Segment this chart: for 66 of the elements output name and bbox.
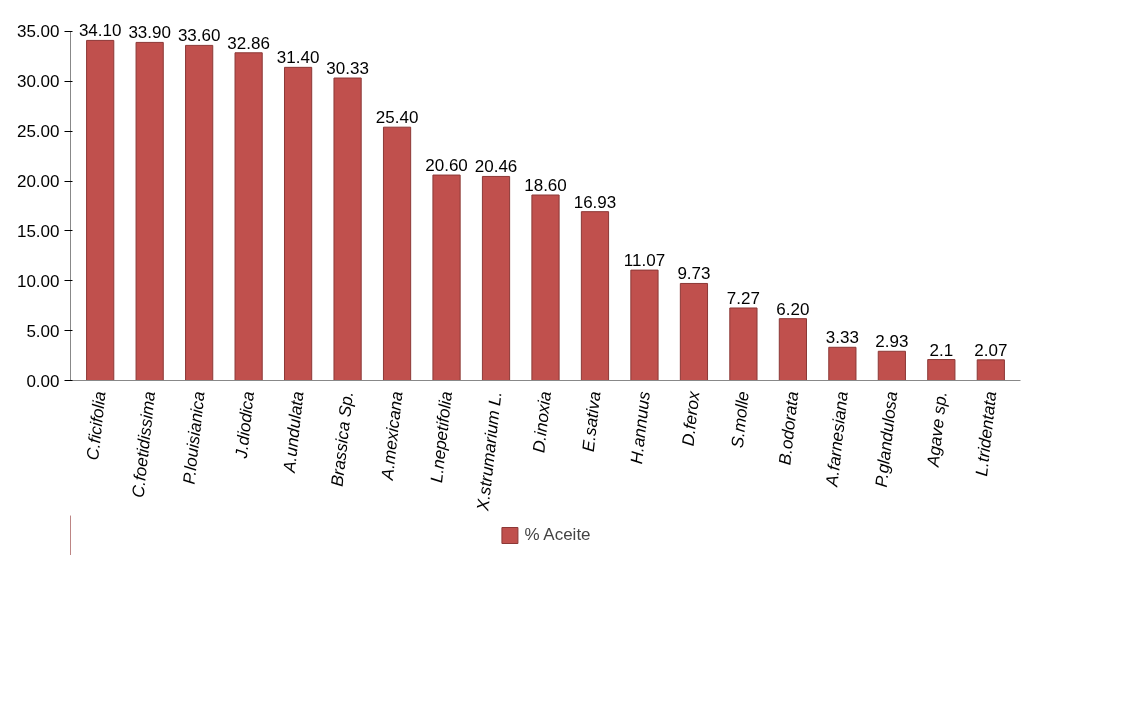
x-tick-label: J.diodica: [231, 390, 259, 461]
data-label: 7.27: [726, 289, 760, 308]
bar: [481, 175, 511, 381]
bar: [86, 39, 115, 381]
bar: [630, 269, 659, 381]
x-tick-label: E.sativa: [578, 390, 605, 453]
bar: [531, 194, 560, 381]
x-tick-label: L.tridentata: [972, 390, 1001, 478]
data-label: 9.73: [677, 264, 711, 284]
x-tick-label: P.glandulosa: [871, 390, 902, 489]
x-tick-label: Brassica Sp.: [327, 390, 358, 488]
bar: [333, 77, 362, 381]
bar: [877, 350, 906, 381]
data-label: 34.10: [78, 21, 122, 41]
data-label: 2.93: [875, 332, 909, 352]
x-tick-label: C.foetidissima: [128, 390, 160, 499]
y-tick-label: 5.00: [26, 321, 60, 341]
data-label: 3.33: [825, 328, 859, 348]
data-label: 20.46: [474, 157, 518, 177]
bar: [284, 66, 313, 381]
data-label: 25.40: [375, 108, 419, 128]
data-label: 2.1: [929, 340, 954, 360]
data-label: 20.60: [425, 156, 468, 176]
x-tick-label: L.nepetifolia: [427, 390, 456, 484]
data-label: 11.07: [623, 251, 666, 271]
y-tick-label: 25.00: [16, 122, 60, 142]
data-label: 32.86: [227, 33, 270, 53]
data-label: 6.20: [776, 299, 810, 319]
x-tick-label: A.farnesiana: [822, 390, 852, 489]
legend-label: % Aceite: [524, 525, 591, 545]
bar: [927, 359, 956, 381]
y-tick-label: 20.00: [16, 172, 60, 192]
bar: [135, 41, 164, 381]
y-tick-label: 10.00: [16, 271, 60, 291]
bar: [679, 282, 709, 381]
bar: [580, 211, 610, 381]
data-label: 18.60: [524, 176, 567, 195]
bar: [729, 307, 758, 381]
x-tick-label: P.louisianica: [179, 390, 209, 486]
data-label: 2.07: [974, 340, 1008, 360]
y-tick-label: 0.00: [26, 371, 60, 391]
x-tick-label: A.undulata: [279, 390, 308, 475]
y-tick-label: 30.00: [16, 72, 60, 92]
bar: [828, 346, 857, 381]
bar: [185, 44, 214, 381]
bar: [432, 174, 461, 381]
data-label: 31.40: [276, 48, 320, 68]
data-label: 33.60: [177, 26, 221, 46]
x-tick-label: H.annuus: [627, 389, 654, 465]
y-tick-label: 35.00: [16, 22, 60, 42]
x-tick-label: S.molle: [727, 390, 753, 449]
x-tick-label: Agave sp.: [923, 390, 951, 469]
data-label: 16.93: [573, 192, 617, 212]
x-tick-label: C.ficifolia: [83, 390, 110, 462]
x-tick-label: D.ferox: [678, 389, 704, 447]
x-tick-label: D.inoxia: [529, 390, 555, 454]
bar: [234, 52, 263, 381]
bar: [976, 359, 1005, 381]
x-tick-label: B.odorata: [775, 390, 803, 466]
data-label: 30.33: [326, 59, 369, 79]
x-tick-label: A.mexicana: [377, 390, 407, 482]
y-tick-label: 15.00: [16, 221, 60, 241]
x-tick-label: X.strumarium L.: [473, 390, 506, 513]
data-label: 33.90: [128, 23, 171, 43]
bar: [382, 126, 412, 381]
bar: [778, 318, 807, 381]
